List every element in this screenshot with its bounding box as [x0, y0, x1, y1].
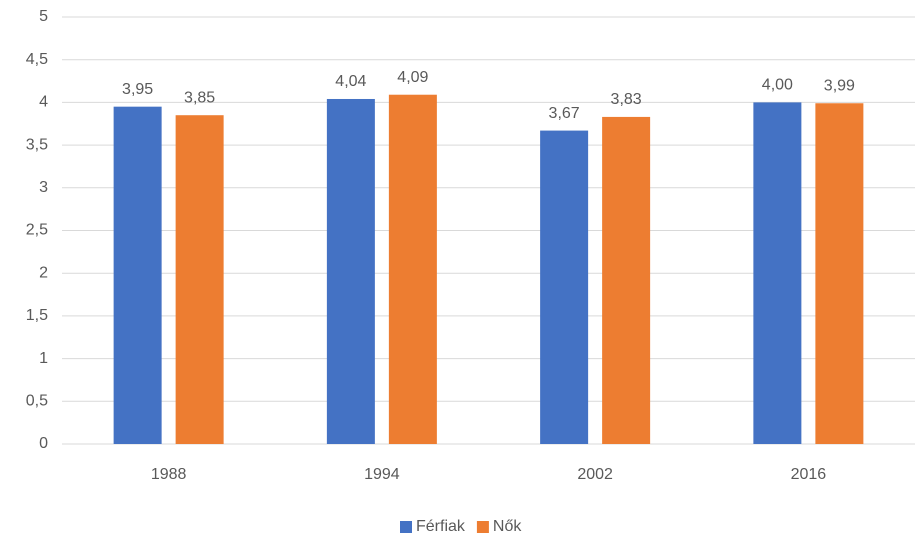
data-label: 4,04 — [335, 73, 366, 90]
legend-swatch — [400, 521, 412, 533]
data-label: 3,95 — [122, 81, 153, 98]
y-tick-label: 2,5 — [26, 222, 48, 239]
y-tick-label: 4 — [39, 94, 48, 111]
data-label: 3,83 — [611, 91, 642, 108]
x-tick-label: 2002 — [577, 466, 613, 483]
y-tick-label: 3,5 — [26, 136, 48, 153]
data-label: 4,00 — [762, 77, 793, 94]
y-tick-label: 4,5 — [26, 51, 48, 68]
bar — [326, 98, 375, 444]
data-label: 3,85 — [184, 89, 215, 106]
x-tick-label: 2016 — [791, 466, 827, 483]
bar — [388, 94, 437, 445]
x-tick-label: 1994 — [364, 466, 400, 483]
legend-label: Nők — [493, 518, 522, 535]
y-tick-label: 1 — [39, 350, 48, 367]
bar — [540, 130, 589, 444]
bar — [602, 116, 651, 444]
legend-label: Férfiak — [416, 518, 466, 535]
data-label: 3,67 — [549, 105, 580, 122]
legend-swatch — [476, 521, 489, 533]
bar — [113, 106, 162, 445]
y-tick-label: 3 — [39, 179, 48, 196]
y-tick-label: 5 — [39, 8, 48, 25]
x-tick-label: 1988 — [151, 466, 187, 483]
y-tick-label: 2 — [39, 264, 48, 281]
y-tick-label: 0 — [39, 435, 48, 452]
data-label: 4,09 — [397, 69, 428, 86]
y-tick-label: 1,5 — [26, 307, 48, 324]
y-tick-label: 0,5 — [26, 393, 48, 410]
bar — [753, 102, 802, 445]
data-label: 3,99 — [824, 77, 855, 94]
bar — [175, 115, 224, 445]
bar — [815, 103, 864, 444]
